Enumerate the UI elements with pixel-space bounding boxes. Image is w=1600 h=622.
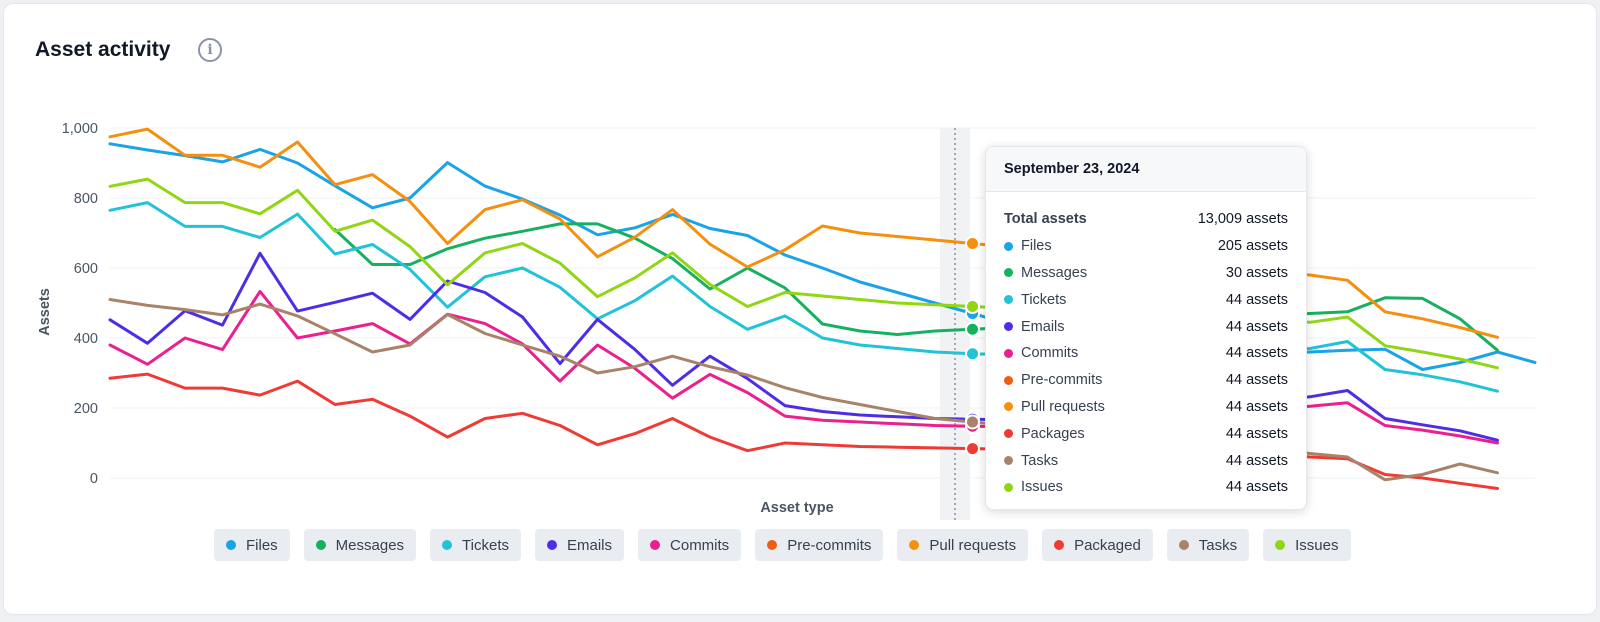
tooltip-row-label: Files (1021, 238, 1052, 255)
y-tick-label: 1,000 (62, 121, 98, 137)
tooltip-total-value: 13,009 assets (1197, 211, 1288, 228)
tooltip-dot-icon (1004, 456, 1013, 466)
hover-points (965, 236, 980, 457)
legend-label: Files (246, 536, 278, 554)
legend-item-messages[interactable]: Messages (303, 529, 417, 561)
tooltip-total-row: Total assets 13,009 assets (1004, 206, 1288, 233)
y-tick-label: 600 (74, 261, 98, 277)
legend-label: Pre-commits (787, 536, 872, 554)
tooltip-row-label: Pre-commits (1021, 372, 1103, 389)
legend-item-issues[interactable]: Issues (1263, 529, 1351, 561)
info-circle-icon[interactable]: i (198, 38, 222, 62)
tooltip-row-value: 44 assets (1225, 425, 1288, 442)
series-lines (108, 127, 1537, 490)
x-axis-title: Asset type (760, 500, 833, 516)
hover-point-packages (965, 441, 980, 457)
hover-point-issues (965, 299, 980, 314)
tooltip-dot-icon (1004, 295, 1013, 305)
tooltip-row-label: Messages (1021, 264, 1088, 281)
tooltip-row-value: 44 assets (1225, 291, 1288, 308)
legend-item-emails[interactable]: Emails (535, 529, 625, 561)
y-tick-label: 800 (74, 191, 98, 207)
tooltip-dot-icon (1004, 402, 1013, 412)
tooltip-row: Tickets 44 assets (1004, 286, 1288, 313)
legend-item-files[interactable]: Files (214, 529, 290, 561)
legend-label: Emails (567, 536, 613, 554)
asset-activity-card: Asset activity i (3, 3, 1597, 615)
tooltip-row: Messages 30 assets (1004, 260, 1288, 287)
hover-point-tasks (965, 414, 980, 430)
legend-item-pull-requests[interactable]: Pull requests (897, 529, 1029, 561)
legend-dot-icon (1275, 540, 1286, 550)
tooltip-total-label: Total assets (1004, 211, 1087, 228)
tooltip-row-value: 44 assets (1225, 452, 1288, 469)
tooltip-row: Commits 44 assets (1004, 340, 1288, 367)
tooltip-row-label: Tickets (1021, 291, 1067, 308)
legend-label: Tasks (1198, 536, 1238, 554)
y-tick-label: 0 (90, 471, 98, 487)
tooltip-row-value: 44 assets (1225, 345, 1288, 362)
y-axis-ticks: 1,000 800 600 400 200 0 (62, 121, 98, 487)
tooltip-row-value: 44 assets (1225, 318, 1288, 335)
tooltip-row-value: 205 assets (1217, 238, 1288, 255)
series-line-files[interactable] (108, 142, 1537, 371)
tooltip-row-label: Emails (1021, 318, 1065, 335)
series-line-messages[interactable] (333, 222, 1499, 352)
tooltip-row-value: 44 assets (1225, 372, 1288, 389)
tooltip-dot-icon (1004, 348, 1013, 358)
legend-dot-icon (1054, 540, 1065, 550)
y-axis-title: Assets (37, 288, 53, 336)
tooltip-row: Issues 44 assets (1004, 474, 1288, 501)
tooltip-row-label: Tasks (1021, 452, 1059, 469)
tooltip-row-label: Pull requests (1021, 398, 1105, 415)
legend-label: Commits (670, 536, 730, 554)
hover-point-tickets (965, 346, 980, 362)
legend-item-packaged[interactable]: Packaged (1042, 529, 1153, 561)
tooltip-row: Packages 44 assets (1004, 420, 1288, 447)
legend-dot-icon (547, 540, 557, 550)
tooltip-row: Tasks 44 assets (1004, 447, 1288, 474)
tooltip-dot-icon (1004, 375, 1013, 385)
legend-label: Pull requests (929, 536, 1017, 554)
card-title: Asset activity (35, 38, 171, 61)
legend-item-tickets[interactable]: Tickets (430, 529, 521, 561)
tooltip-dot-icon (1004, 322, 1013, 332)
chart-legend: Files Messages Tickets Emails Commits Pre-com… (214, 529, 1351, 561)
tooltip-date: September 23, 2024 (986, 147, 1306, 192)
tooltip-dot-icon (1004, 268, 1013, 278)
tooltip-row-label: Commits (1021, 345, 1079, 362)
tooltip-row-label: Issues (1021, 479, 1063, 496)
legend-item-tasks[interactable]: Tasks (1166, 529, 1250, 561)
chart-tooltip: September 23, 2024 Total assets 13,009 a… (985, 146, 1307, 510)
legend-item-pre-commits[interactable]: Pre-commits (755, 529, 884, 561)
tooltip-row: Files 205 assets (1004, 233, 1288, 260)
tooltip-row-value: 44 assets (1225, 479, 1288, 496)
tooltip-row: Pull requests 44 assets (1004, 394, 1288, 421)
legend-dot-icon (315, 540, 326, 550)
legend-dot-icon (650, 540, 661, 550)
legend-item-commits[interactable]: Commits (638, 529, 742, 561)
legend-label: Issues (1295, 536, 1339, 554)
legend-label: Packaged (1074, 536, 1141, 554)
legend-dot-icon (226, 540, 236, 550)
hover-point-pull-requests (965, 236, 980, 251)
y-tick-label: 200 (74, 401, 98, 417)
tooltip-dot-icon (1004, 482, 1013, 492)
legend-dot-icon (767, 540, 778, 550)
legend-dot-icon (442, 540, 453, 550)
hover-point-messages (965, 321, 980, 337)
tooltip-row: Emails 44 assets (1004, 313, 1288, 340)
legend-label: Messages (335, 536, 405, 554)
legend-dot-icon (1178, 540, 1189, 550)
y-tick-label: 400 (74, 331, 98, 347)
tooltip-dot-icon (1004, 429, 1013, 439)
legend-dot-icon (909, 540, 920, 550)
tooltip-row-value: 44 assets (1225, 398, 1288, 415)
tooltip-row-label: Packages (1021, 425, 1085, 442)
tooltip-row: Pre-commits 44 assets (1004, 367, 1288, 394)
legend-label: Tickets (462, 536, 509, 554)
tooltip-row-value: 30 assets (1225, 264, 1288, 281)
tooltip-dot-icon (1004, 241, 1013, 251)
